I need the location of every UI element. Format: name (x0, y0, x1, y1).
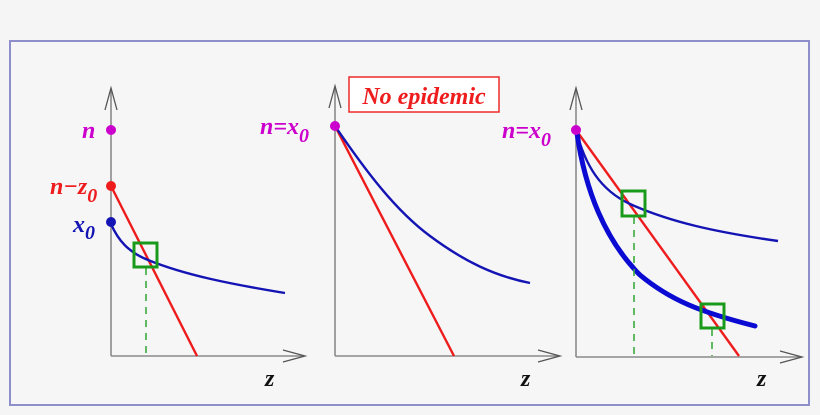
x-axis-label: z (520, 366, 531, 392)
panel-middle: n=x0 No epidemic z (260, 76, 563, 392)
label-n-minus-z0: n−z0 (50, 174, 97, 207)
point-start (330, 121, 340, 131)
intersection-marker (132, 241, 159, 269)
label-n-equals-x0: n=x0 (502, 118, 551, 151)
panel-left: n n−z0 x0 z (50, 85, 308, 392)
label-n: n (82, 118, 95, 144)
point-start (571, 125, 581, 135)
x-axis-label: z (756, 366, 767, 392)
badge-border (348, 76, 500, 113)
blue-curve-thick (574, 130, 758, 329)
point-n (106, 125, 116, 135)
y-axis-arrow-icon (569, 85, 583, 111)
no-epidemic-badge: No epidemic (348, 76, 500, 113)
intersection-marker-upper (620, 189, 647, 218)
red-line (575, 129, 740, 357)
point-n-minus-z0 (106, 181, 116, 191)
label-x0: x0 (72, 212, 95, 244)
red-line (109, 185, 199, 357)
x-axis-label: z (264, 366, 275, 392)
y-axis-arrow-icon (104, 85, 118, 111)
x-axis-arrow-icon (282, 349, 308, 363)
x-axis-arrow-icon (779, 350, 805, 364)
x-axis-arrow-icon (537, 349, 563, 363)
blue-curve (334, 125, 531, 285)
red-line (333, 125, 456, 357)
intersection-marker-lower (699, 302, 726, 330)
blue-curve-thin (574, 129, 779, 243)
badge-text: No epidemic (361, 84, 486, 110)
panel-right: n=x0 z (502, 85, 805, 392)
label-n-equals-x0: n=x0 (260, 114, 309, 147)
point-x0 (106, 217, 116, 227)
y-axis-arrow-icon (328, 83, 342, 109)
